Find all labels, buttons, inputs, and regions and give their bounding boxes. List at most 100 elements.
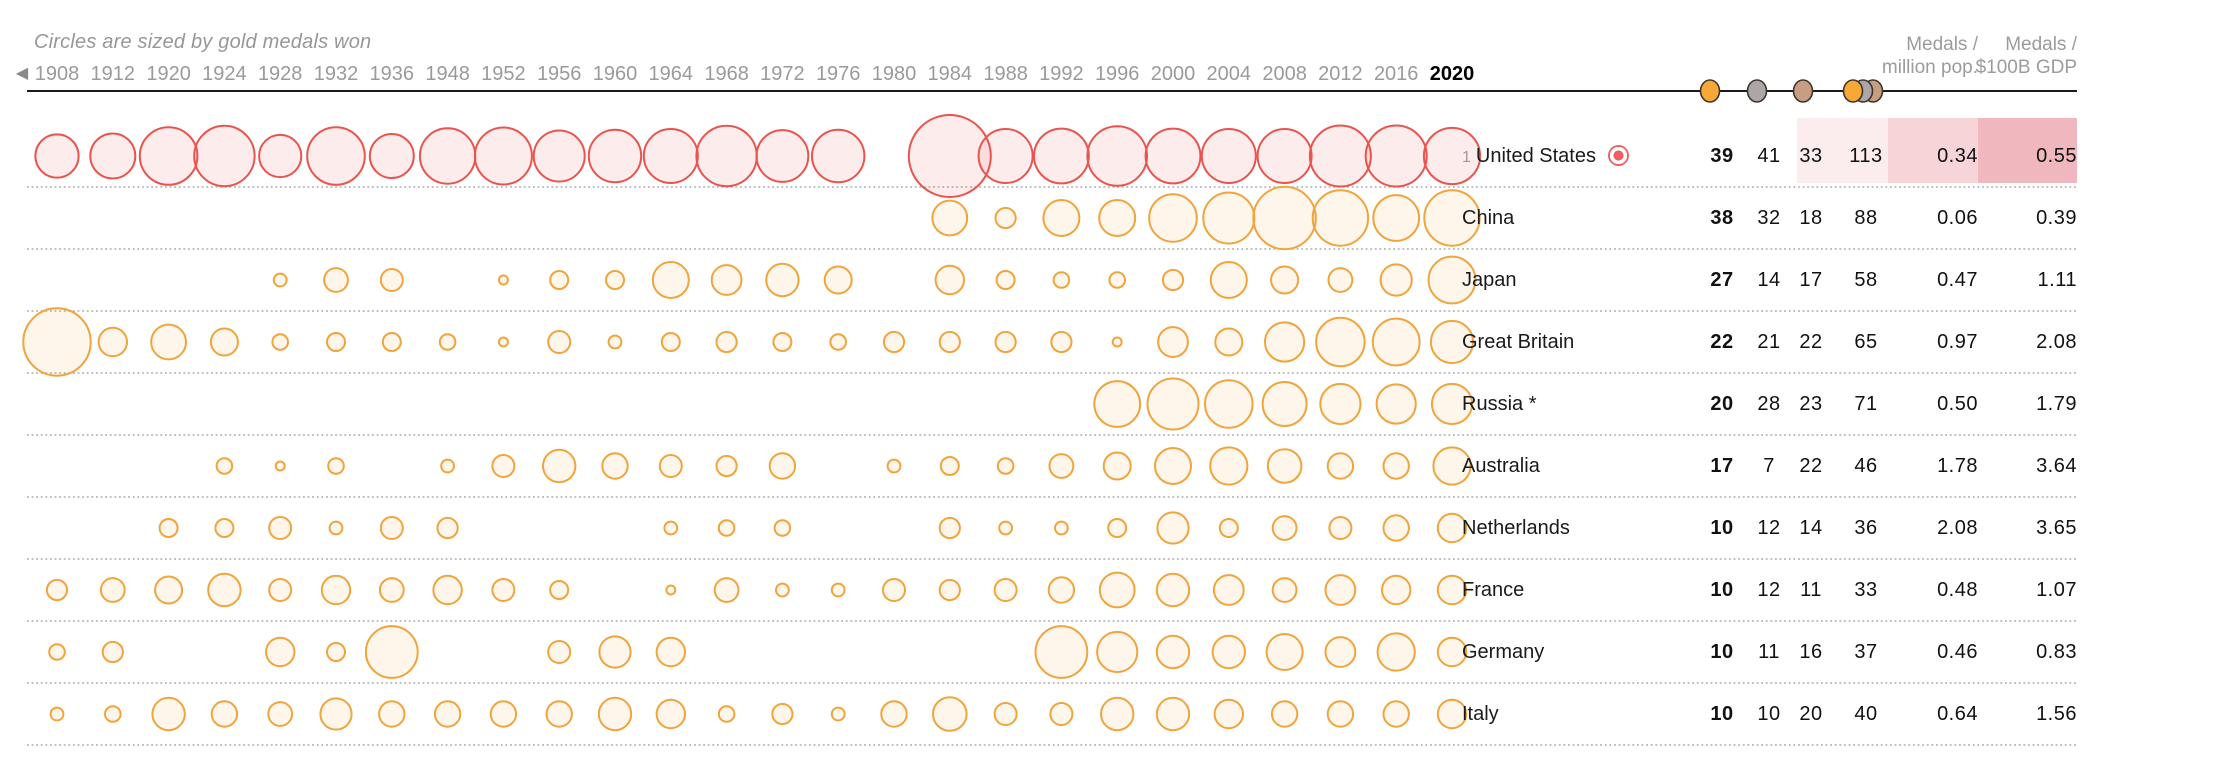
bubble-great-britain-1952[interactable] [497, 336, 509, 348]
bubble-great-britain-1908[interactable] [22, 307, 92, 377]
bubble-japan-1932[interactable] [323, 267, 349, 293]
bubble-germany-2004[interactable] [1211, 634, 1247, 670]
bubble-japan-1992[interactable] [1052, 271, 1071, 289]
bubble-great-britain-1948[interactable] [438, 333, 457, 351]
bubble-great-britain-1992[interactable] [1050, 330, 1073, 354]
bubble-australia-2008[interactable] [1266, 448, 1303, 484]
year-2008[interactable]: 2008 [1262, 63, 1307, 85]
bubble-japan-1960[interactable] [605, 270, 625, 290]
year-1996[interactable]: 1996 [1094, 63, 1140, 85]
bubble-great-britain-2008[interactable] [1264, 321, 1306, 363]
bubble-netherlands-2008[interactable] [1271, 515, 1298, 541]
bubble-great-britain-2020[interactable] [1429, 319, 1475, 365]
bubble-china-2012[interactable] [1311, 189, 1370, 247]
year-1976[interactable]: 1976 [815, 63, 861, 85]
bubble-france-1948[interactable] [432, 574, 463, 606]
year-1972[interactable]: 1972 [760, 63, 805, 85]
bubble-japan-1984[interactable] [934, 264, 965, 296]
bubble-china-2016[interactable] [1372, 194, 1421, 242]
bubble-united-states-2008[interactable] [1256, 128, 1313, 184]
bubble-italy-1972[interactable] [771, 702, 794, 726]
bubble-italy-1952[interactable] [489, 700, 518, 728]
year-1964[interactable]: 1964 [648, 63, 694, 85]
bubble-france-1968[interactable] [713, 577, 740, 603]
bubble-france-1972[interactable] [775, 582, 790, 598]
year-1908[interactable]: 1908 [34, 63, 80, 85]
bubble-great-britain-1920[interactable] [150, 323, 188, 361]
bubble-italy-1936[interactable] [378, 700, 406, 728]
bubble-great-britain-1956[interactable] [547, 330, 572, 354]
bubble-united-states-2012[interactable] [1308, 124, 1372, 188]
bubble-italy-1912[interactable] [104, 705, 122, 723]
bubble-netherlands-1972[interactable] [773, 519, 792, 537]
bubble-japan-1976[interactable] [823, 265, 853, 295]
bubble-italy-1984[interactable] [932, 696, 968, 732]
bubble-france-1920[interactable] [154, 575, 184, 605]
bubble-italy-1988[interactable] [993, 702, 1018, 726]
bubble-italy-2020[interactable] [1436, 698, 1468, 730]
bubble-italy-1932[interactable] [319, 697, 353, 731]
bubble-italy-1980[interactable] [880, 700, 908, 728]
bubble-netherlands-1920[interactable] [158, 518, 179, 538]
bubble-italy-2004[interactable] [1213, 698, 1245, 730]
bubble-australia-1956[interactable] [542, 448, 577, 484]
year-1992[interactable]: 1992 [1039, 63, 1084, 85]
bubble-italy-2016[interactable] [1382, 700, 1410, 728]
bubble-great-britain-1936[interactable] [381, 332, 402, 352]
bubble-australia-1968[interactable] [715, 454, 738, 478]
bubble-italy-1960[interactable] [597, 696, 633, 732]
bubble-france-1964[interactable] [665, 584, 677, 596]
bubble-united-states-1948[interactable] [418, 127, 477, 185]
bubble-united-states-1932[interactable] [306, 126, 366, 186]
bubble-great-britain-1928[interactable] [271, 333, 290, 351]
bubble-netherlands-2000[interactable] [1156, 511, 1190, 545]
bubble-great-britain-1972[interactable] [772, 332, 793, 352]
bubble-china-2004[interactable] [1202, 191, 1256, 245]
bubble-united-states-1968[interactable] [695, 124, 758, 188]
bubble-japan-1968[interactable] [710, 264, 743, 296]
bubble-italy-1948[interactable] [433, 700, 462, 728]
bubble-japan-1928[interactable] [272, 272, 288, 288]
bubble-france-1908[interactable] [45, 578, 69, 602]
bubble-russia-2016[interactable] [1375, 383, 1417, 425]
bubble-australia-1964[interactable] [658, 454, 683, 478]
bubble-germany-1956[interactable] [547, 640, 572, 664]
year-1924[interactable]: 1924 [202, 63, 247, 85]
bubble-australia-1928[interactable] [274, 460, 286, 472]
bubble-united-states-1936[interactable] [368, 133, 415, 179]
bubble-germany-2012[interactable] [1324, 636, 1357, 668]
bubble-great-britain-1984[interactable] [938, 330, 961, 354]
bubble-great-britain-1932[interactable] [326, 332, 346, 352]
year-1912[interactable]: 1912 [90, 63, 136, 85]
bubble-germany-1908[interactable] [48, 643, 66, 661]
year-1968[interactable]: 1968 [704, 63, 749, 85]
bubble-italy-1964[interactable] [655, 698, 686, 730]
bubble-netherlands-2016[interactable] [1382, 514, 1410, 542]
bubble-france-1984[interactable] [938, 578, 961, 602]
bubble-china-2008[interactable] [1252, 185, 1317, 251]
bubble-germany-1928[interactable] [265, 636, 296, 668]
bubble-australia-1996[interactable] [1102, 451, 1132, 481]
year-1928[interactable]: 1928 [257, 63, 303, 85]
year-2020[interactable]: 2020 [1429, 63, 1475, 85]
bubble-australia-2016[interactable] [1382, 452, 1410, 480]
bubble-netherlands-1988[interactable] [998, 520, 1013, 536]
bubble-japan-2016[interactable] [1379, 263, 1413, 297]
bubble-united-states-1964[interactable] [642, 128, 699, 184]
bubble-australia-1924[interactable] [215, 457, 234, 475]
bubble-netherlands-2004[interactable] [1218, 518, 1239, 538]
bubble-china-2020[interactable] [1423, 189, 1481, 247]
bubble-united-states-1996[interactable] [1086, 125, 1148, 187]
bubble-great-britain-1912[interactable] [97, 326, 129, 358]
bubble-united-states-1924[interactable] [193, 124, 256, 188]
bubble-united-states-2004[interactable] [1200, 128, 1257, 184]
bubble-germany-1932[interactable] [326, 642, 346, 662]
bubble-france-1992[interactable] [1047, 576, 1076, 604]
bubble-china-1992[interactable] [1042, 199, 1081, 237]
year-1960[interactable]: 1960 [592, 63, 638, 85]
bubble-australia-1988[interactable] [996, 457, 1015, 475]
bubble-united-states-1988[interactable] [977, 128, 1034, 184]
timeline-back-arrow[interactable]: ◀ [15, 65, 29, 82]
bubble-russia-2004[interactable] [1204, 379, 1254, 429]
bubble-great-britain-2016[interactable] [1371, 317, 1421, 367]
